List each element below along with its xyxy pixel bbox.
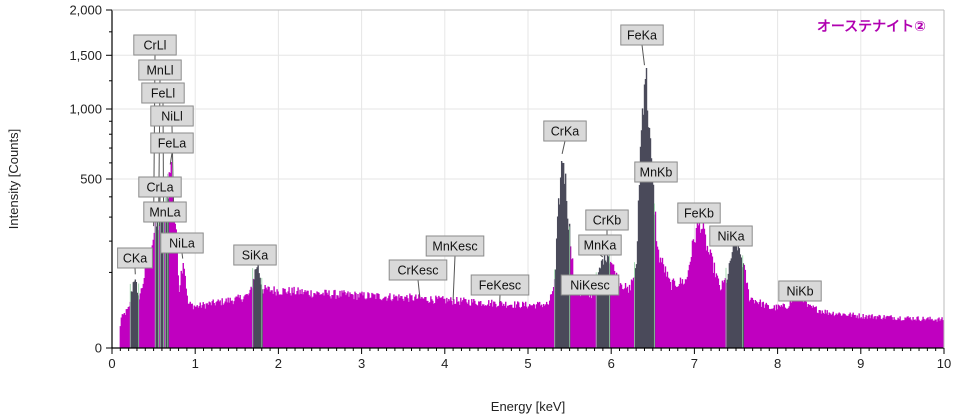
peak-label: MnLl: [138, 59, 182, 222]
peak-label: CrKa: [543, 120, 587, 154]
x-tick-label: 2: [275, 356, 282, 371]
peak-label-text: FeKa: [627, 29, 657, 43]
peak-label-text: CrKesc: [398, 264, 439, 278]
peak-label-text: NiKa: [717, 230, 744, 244]
peak-label-text: FeLl: [151, 87, 175, 101]
y-tick-label: 0: [95, 341, 102, 356]
peak-label-box: [634, 161, 678, 183]
peak-label-box: [138, 59, 182, 81]
x-tick-label: 5: [524, 356, 531, 371]
y-tick-label: 1,500: [69, 48, 102, 63]
peak-label-text: FeKb: [684, 207, 714, 221]
y-tick-label: 1,000: [69, 101, 102, 116]
peak-label: CrLl: [133, 34, 177, 227]
peak-label: NiKesc: [560, 274, 620, 296]
peak-label-leader: [452, 255, 456, 301]
peak-label: FeLa: [150, 132, 194, 165]
peak-label-box: [778, 280, 822, 302]
x-tick-label: 0: [108, 356, 115, 371]
peak-label-text: CrKa: [551, 125, 580, 139]
peak-label-box: [160, 232, 204, 254]
y-axis-title: Intensity [Counts]: [6, 129, 21, 229]
peak-label-box: [543, 120, 587, 142]
peak-label-text: CrLl: [144, 39, 167, 53]
peak-label-text: NiLa: [169, 237, 195, 251]
peak-label: NiKb: [778, 280, 822, 302]
peak-label-text: FeKesc: [479, 279, 521, 293]
x-axis-title: Energy [keV]: [491, 399, 565, 414]
peak-label: NiLa: [160, 232, 204, 259]
spectrum-layer: [119, 68, 944, 348]
peak-label-leader: [641, 44, 645, 66]
x-axis-ticks: 0 1 2 3 4 5 6 7 8 9 10: [108, 348, 951, 371]
peak-label-leader: [181, 252, 184, 259]
peak-label-box: [133, 34, 177, 56]
peak-label: MnLa: [143, 201, 187, 223]
peak-label: MnKa: [578, 234, 622, 258]
peak-label-text: CrLa: [146, 181, 173, 195]
peak-label-box: [620, 24, 664, 46]
peak-labels: CKa CrLl MnLl FeLl NiLl FeLa CrLa MnLa NiLa SiKa C…: [117, 24, 822, 303]
peak-label-leader: [561, 140, 566, 154]
peak-label: FeLl: [141, 82, 185, 218]
peak-label-text: FeLa: [158, 137, 187, 151]
spectrum-bars: [119, 162, 944, 348]
x-tick-label: 6: [608, 356, 615, 371]
peak-label-box: [470, 274, 530, 296]
peak-label-box: [709, 225, 753, 247]
peak-label-box: [150, 132, 194, 154]
y-axis-ticks: 0 500 1,000 1,500 2,000: [69, 3, 112, 356]
peak-label: NiKa: [709, 225, 753, 247]
y-tick-label: 2,000: [69, 3, 102, 18]
peak-label-box: [138, 176, 182, 198]
peak-label-box: [117, 247, 153, 269]
peak-label-text: NiLl: [161, 110, 183, 124]
peak-label-box: [585, 209, 629, 231]
peak-label-box: [388, 259, 448, 281]
x-tick-label: 3: [358, 356, 365, 371]
y-tick-label: 500: [80, 172, 102, 187]
peak-label-box: [143, 201, 187, 223]
x-tick-label: 7: [691, 356, 698, 371]
peak-label-text: MnKb: [640, 166, 673, 180]
peak-label-box: [141, 82, 185, 104]
peak-label-text: MnKesc: [432, 240, 477, 254]
x-tick-label: 1: [192, 356, 199, 371]
peak-label-text: MnLl: [146, 64, 173, 78]
peak-label-text: MnLa: [149, 206, 180, 220]
peak-label: MnKesc: [425, 235, 485, 301]
x-tick-label: 4: [441, 356, 448, 371]
peak-label-box: [150, 105, 194, 127]
peak-label-text: MnKa: [584, 239, 617, 253]
peak-label: SiKa: [233, 244, 277, 266]
peak-label-box: [560, 274, 620, 296]
peak-label: CrKesc: [388, 259, 448, 298]
peak-label: CrKb: [585, 209, 629, 253]
peak-label-text: CrKb: [593, 214, 622, 228]
peak-label-text: NiKesc: [570, 279, 610, 293]
peak-label: CKa: [117, 247, 153, 275]
peak-label-text: CKa: [123, 252, 147, 266]
peak-label-leader: [417, 279, 421, 298]
x-tick-label: 10: [937, 356, 951, 371]
sample-annotation: オーステナイト②: [817, 19, 926, 35]
peak-label-text: NiKb: [786, 285, 813, 299]
peak-label-box: [425, 235, 485, 257]
x-tick-label: 8: [774, 356, 781, 371]
peak-label-box: [578, 234, 622, 256]
peak-label: FeKesc: [470, 274, 530, 303]
peak-label: FeKa: [620, 24, 664, 66]
peak-label-box: [677, 202, 721, 224]
peak-label-leader: [169, 152, 173, 165]
x-tick-label: 9: [857, 356, 864, 371]
peak-label-text: SiKa: [242, 249, 268, 263]
peak-label: FeKb: [677, 202, 721, 224]
peak-label: MnKb: [634, 161, 678, 183]
peak-label-box: [233, 244, 277, 266]
